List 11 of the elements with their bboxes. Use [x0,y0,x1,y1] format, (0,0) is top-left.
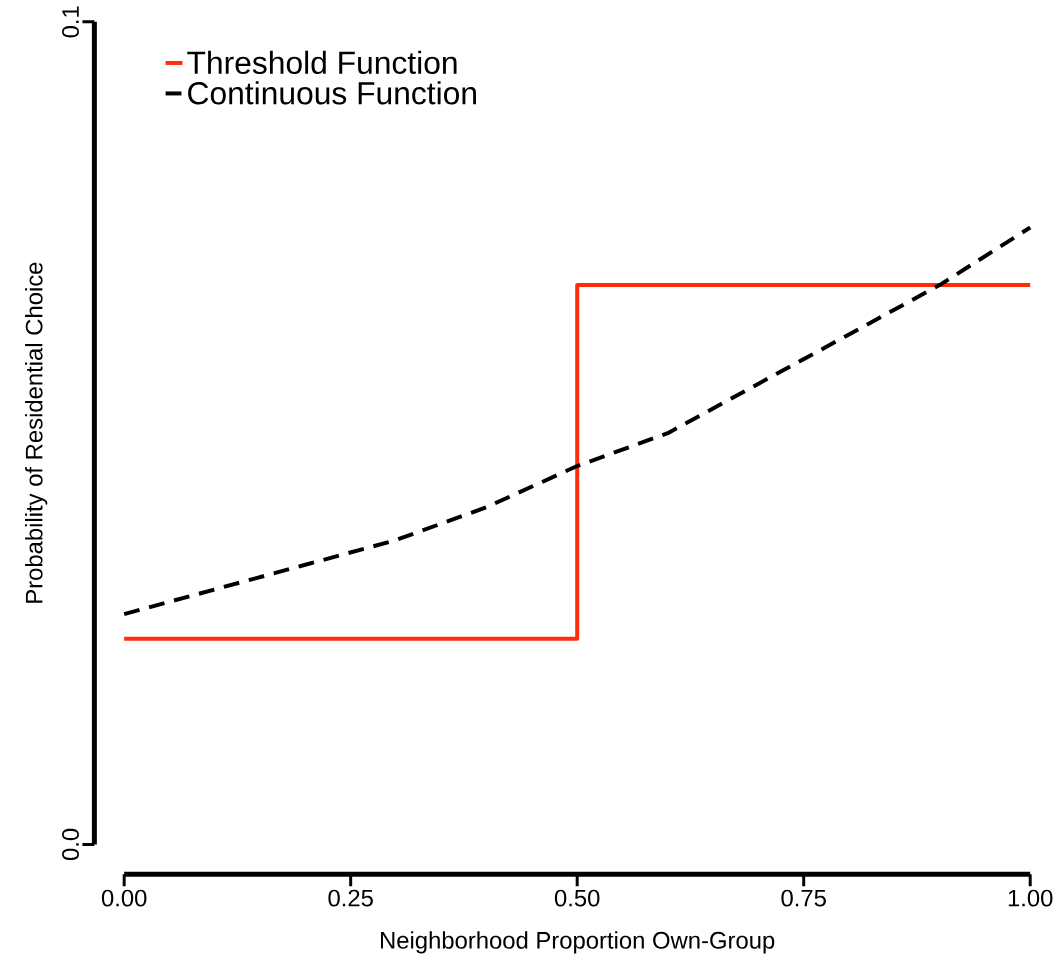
x-tick-label: 0.75 [781,889,826,907]
y-tick-label: 0.1 [62,6,79,38]
legend-label: Continuous Function [188,81,476,105]
y-tick-label: 0.0 [62,828,79,861]
y-axis-title: Probability of Residential Choice [25,262,48,603]
x-axis-title: Neighborhood Proportion Own-Group [381,931,775,954]
x-tick-label: 0.00 [101,889,147,907]
x-tick-label: 1.00 [1008,889,1053,907]
x-tick-label: 0.25 [328,889,373,907]
x-tick-label: 0.50 [554,889,600,907]
legend-label: Threshold Function [187,50,457,75]
